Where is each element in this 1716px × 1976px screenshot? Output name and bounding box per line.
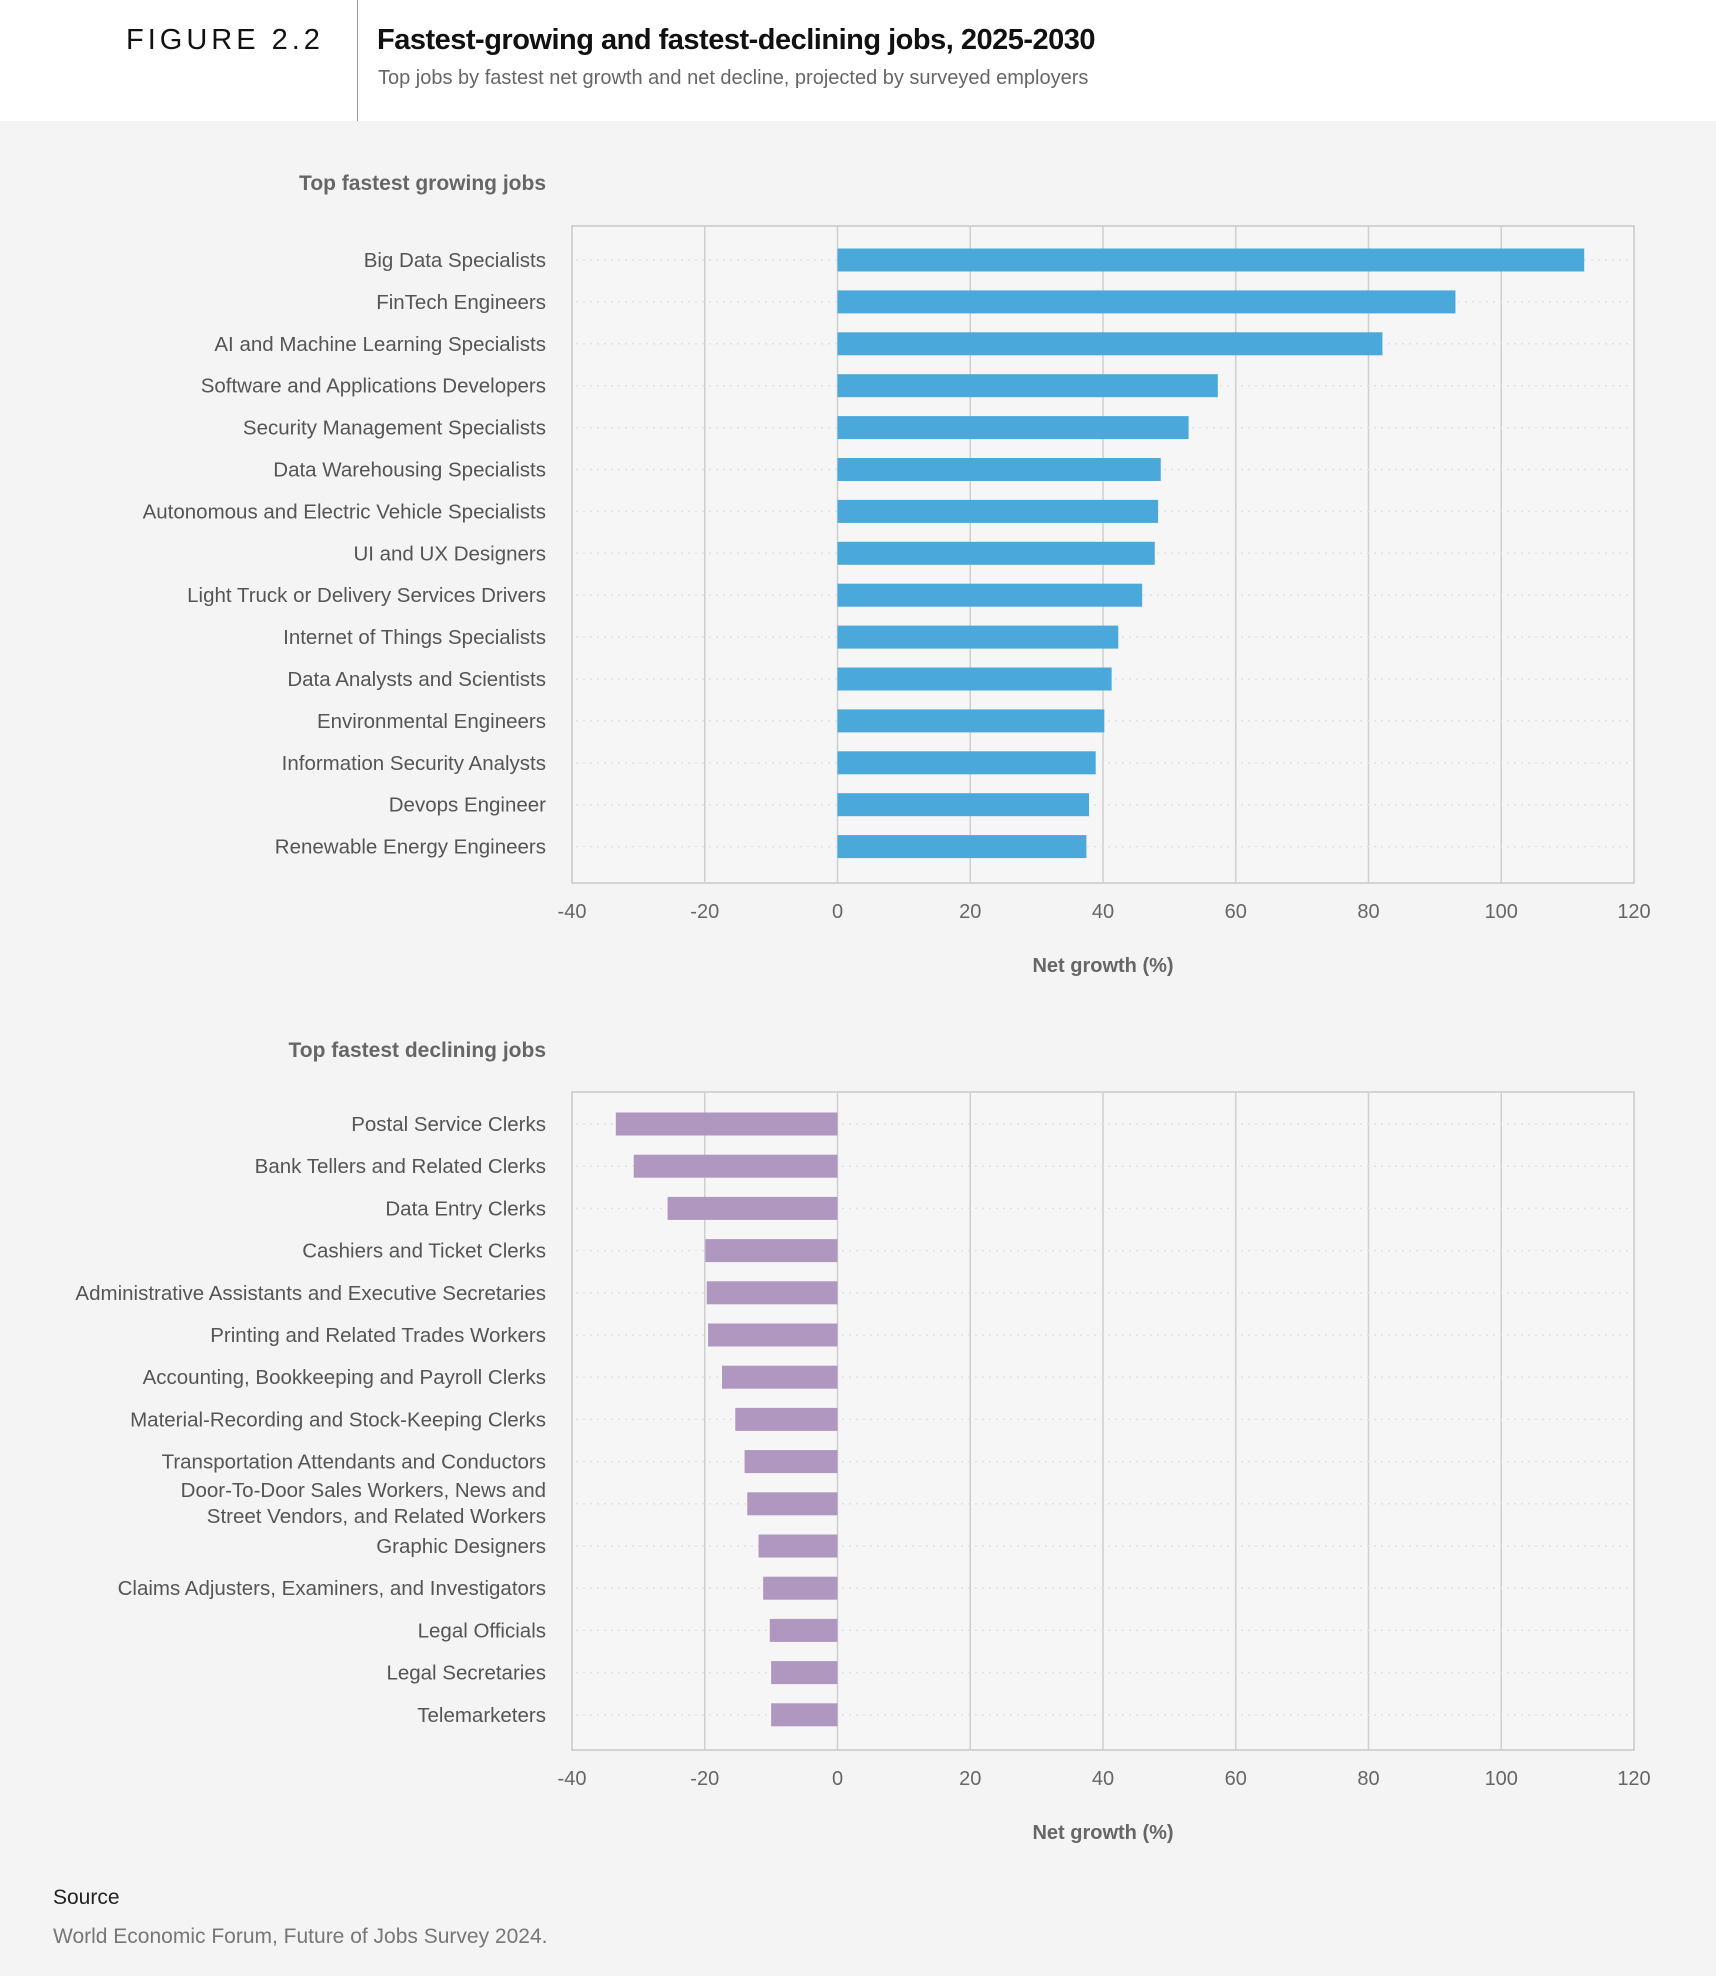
category-label: Data Analysts and Scientists xyxy=(287,668,546,691)
category-label: Data Warehousing Specialists xyxy=(273,459,546,482)
category-label: Devops Engineer xyxy=(389,794,546,817)
header-divider xyxy=(357,0,358,121)
x-tick-label: 100 xyxy=(1485,1768,1518,1790)
bar xyxy=(837,709,1105,733)
x-tick-label: 20 xyxy=(959,1768,981,1790)
x-tick-label: -20 xyxy=(690,1768,719,1790)
bar xyxy=(722,1365,838,1389)
bar xyxy=(837,835,1087,859)
category-label: Information Security Analysts xyxy=(282,752,546,775)
x-tick-label: -40 xyxy=(558,1768,587,1790)
bar xyxy=(837,793,1090,817)
x-tick-label: 60 xyxy=(1225,1768,1247,1790)
figure-header: FIGURE 2.2 Fastest-growing and fastest-d… xyxy=(0,0,1716,121)
bar xyxy=(837,374,1218,398)
category-label: Light Truck or Delivery Services Drivers xyxy=(187,584,546,607)
category-label: Big Data Specialists xyxy=(364,249,546,272)
category-label: Transportation Attendants and Conductors xyxy=(162,1451,546,1474)
category-label: Printing and Related Trades Workers xyxy=(210,1324,546,1347)
category-label: AI and Machine Learning Specialists xyxy=(214,333,546,356)
chart-subtitle: Top jobs by fastest net growth and net d… xyxy=(378,67,1089,89)
bar xyxy=(706,1281,838,1305)
x-tick-label: 0 xyxy=(832,1768,843,1790)
bar xyxy=(837,416,1189,440)
category-label: Telemarketers xyxy=(417,1704,546,1727)
bar xyxy=(758,1534,838,1558)
bar xyxy=(771,1703,838,1727)
bar xyxy=(763,1576,838,1600)
category-label: Legal Secretaries xyxy=(386,1662,546,1685)
bar xyxy=(769,1618,838,1642)
panel-title: Top fastest declining jobs xyxy=(289,1039,546,1062)
bar xyxy=(837,499,1159,523)
bar xyxy=(837,458,1161,481)
x-tick-label: 80 xyxy=(1357,901,1379,923)
category-label: Legal Officials xyxy=(418,1619,546,1642)
bar xyxy=(633,1154,838,1178)
x-tick-label: 40 xyxy=(1092,1768,1114,1790)
category-label: Data Entry Clerks xyxy=(385,1197,546,1220)
source-heading: Source xyxy=(53,1886,120,1909)
bar xyxy=(837,290,1456,314)
x-axis-title: Net growth (%) xyxy=(1032,1822,1173,1844)
bar xyxy=(708,1323,838,1347)
bar xyxy=(735,1407,838,1431)
bar xyxy=(837,248,1585,272)
category-label: Cashiers and Ticket Clerks xyxy=(302,1240,546,1263)
x-tick-label: 120 xyxy=(1617,1768,1650,1790)
category-label: Accounting, Bookkeeping and Payroll Cler… xyxy=(143,1366,546,1389)
chart-title: Fastest-growing and fastest-declining jo… xyxy=(377,24,1096,56)
category-label: Software and Applications Developers xyxy=(201,375,546,398)
category-label: Claims Adjusters, Examiners, and Investi… xyxy=(118,1577,546,1600)
category-label: Autonomous and Electric Vehicle Speciali… xyxy=(143,500,546,523)
category-label: FinTech Engineers xyxy=(376,291,546,314)
bar xyxy=(837,541,1155,565)
category-label: Postal Service Clerks xyxy=(351,1113,546,1136)
bar xyxy=(667,1196,838,1220)
category-label: Security Management Specialists xyxy=(243,417,546,440)
category-label: Graphic Designers xyxy=(376,1535,546,1558)
panel-title: Top fastest growing jobs xyxy=(299,172,546,195)
category-label: Internet of Things Specialists xyxy=(283,626,546,649)
category-label: UI and UX Designers xyxy=(353,542,546,565)
x-tick-label: 0 xyxy=(832,901,843,923)
bar xyxy=(837,583,1143,607)
bar xyxy=(615,1112,838,1136)
category-label: Material-Recording and Stock-Keeping Cle… xyxy=(130,1408,546,1431)
bar xyxy=(747,1492,838,1516)
bar xyxy=(705,1239,838,1263)
bar xyxy=(837,751,1096,775)
bar xyxy=(837,625,1119,649)
category-label: Bank Tellers and Related Clerks xyxy=(255,1155,546,1178)
bar xyxy=(837,667,1112,691)
x-tick-label: 80 xyxy=(1357,1768,1379,1790)
bar xyxy=(837,332,1383,356)
bar xyxy=(771,1661,838,1685)
x-tick-label: 120 xyxy=(1617,901,1650,923)
category-label: Administrative Assistants and Executive … xyxy=(75,1282,546,1305)
bar xyxy=(744,1450,838,1474)
x-tick-label: 60 xyxy=(1225,901,1247,923)
category-label: Environmental Engineers xyxy=(317,710,546,733)
source-text: World Economic Forum, Future of Jobs Sur… xyxy=(53,1925,548,1948)
figure-label: FIGURE 2.2 xyxy=(126,24,324,56)
x-axis-title: Net growth (%) xyxy=(1032,955,1173,977)
x-tick-label: 40 xyxy=(1092,901,1114,923)
x-tick-label: -40 xyxy=(558,901,587,923)
x-tick-label: 100 xyxy=(1485,901,1518,923)
x-tick-label: 20 xyxy=(959,901,981,923)
x-tick-label: -20 xyxy=(690,901,719,923)
category-label: Renewable Energy Engineers xyxy=(275,836,546,859)
category-label: Door-To-Door Sales Workers, News and Stre… xyxy=(181,1479,546,1528)
